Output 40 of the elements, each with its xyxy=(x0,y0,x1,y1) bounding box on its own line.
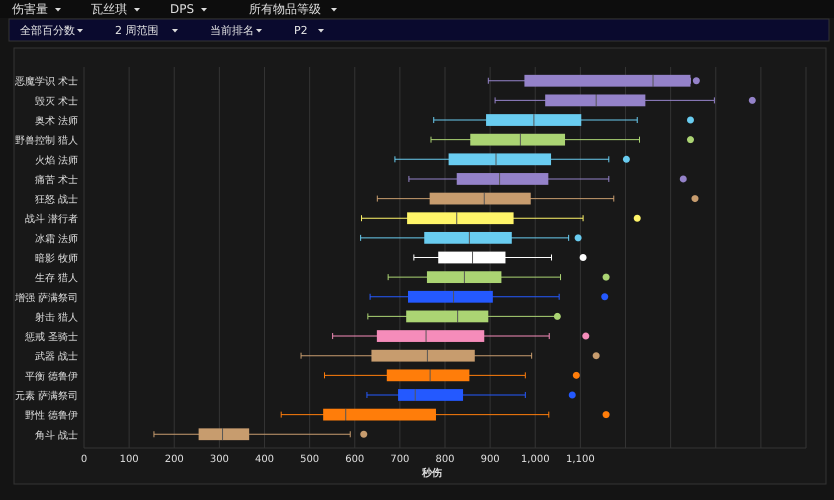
y-tick-label: 狂怒 战士 xyxy=(34,194,78,206)
text: 伤害量 xyxy=(12,2,48,16)
y-tick-label: 射击 猎人 xyxy=(34,311,78,324)
y-tick-label: 奥术 法师 xyxy=(34,115,78,128)
x-tick-label: 600 xyxy=(345,454,364,465)
text: DPS xyxy=(170,2,194,16)
x-tick-label: 400 xyxy=(254,454,274,465)
y-tick-label: 惩戒 圣骑士 xyxy=(24,331,78,344)
y-tick-label: 平衡 德鲁伊 xyxy=(24,370,78,382)
x-tick-label: 500 xyxy=(300,454,320,465)
text: 当前排名 xyxy=(210,24,254,37)
y-tick-label: 冰霜 法师 xyxy=(34,232,78,245)
text: P2 xyxy=(294,24,308,37)
x-tick-label: 800 xyxy=(435,454,455,465)
y-tick-label: 毁灭 术士 xyxy=(34,95,78,108)
y-tick-label: 野性 德鲁伊 xyxy=(24,410,78,422)
y-tick-label: 暗影 牧师 xyxy=(34,252,78,264)
text: 2 周范围 xyxy=(115,24,158,37)
x-tick-label: 200 xyxy=(164,454,184,465)
x-tick-label: 300 xyxy=(210,454,229,465)
x-tick-label: 900 xyxy=(480,454,500,465)
y-tick-label: 野兽控制 猎人 xyxy=(14,134,78,147)
y-tick-label: 痛苦 术士 xyxy=(34,174,78,186)
x-tick-label: 700 xyxy=(390,454,410,465)
x-tick-label: 100 xyxy=(120,454,139,465)
text: 所有物品等级 xyxy=(249,2,321,16)
x-tick-label: 0 xyxy=(80,454,88,465)
y-tick-label: 增强 萨满祭司 xyxy=(14,292,78,304)
y-tick-label: 元素 萨满祭司 xyxy=(14,390,78,402)
x-axis-title: 秒伤 xyxy=(421,467,442,479)
x-tick-label: 1,000 xyxy=(520,454,550,465)
y-tick-label: 战斗 潜行者 xyxy=(24,213,78,226)
text: 全部百分数 xyxy=(20,24,75,37)
x-tick-label: 1,100 xyxy=(566,454,595,465)
y-tick-label: 生存 猎人 xyxy=(34,272,78,284)
text: 瓦丝琪 xyxy=(91,2,127,16)
y-tick-label: 火焰 法师 xyxy=(34,154,78,166)
y-tick-label: 角斗 战士 xyxy=(34,429,78,442)
y-tick-label: 恶魔学识 术士 xyxy=(14,76,78,88)
y-tick-label: 武器 战士 xyxy=(34,350,78,363)
